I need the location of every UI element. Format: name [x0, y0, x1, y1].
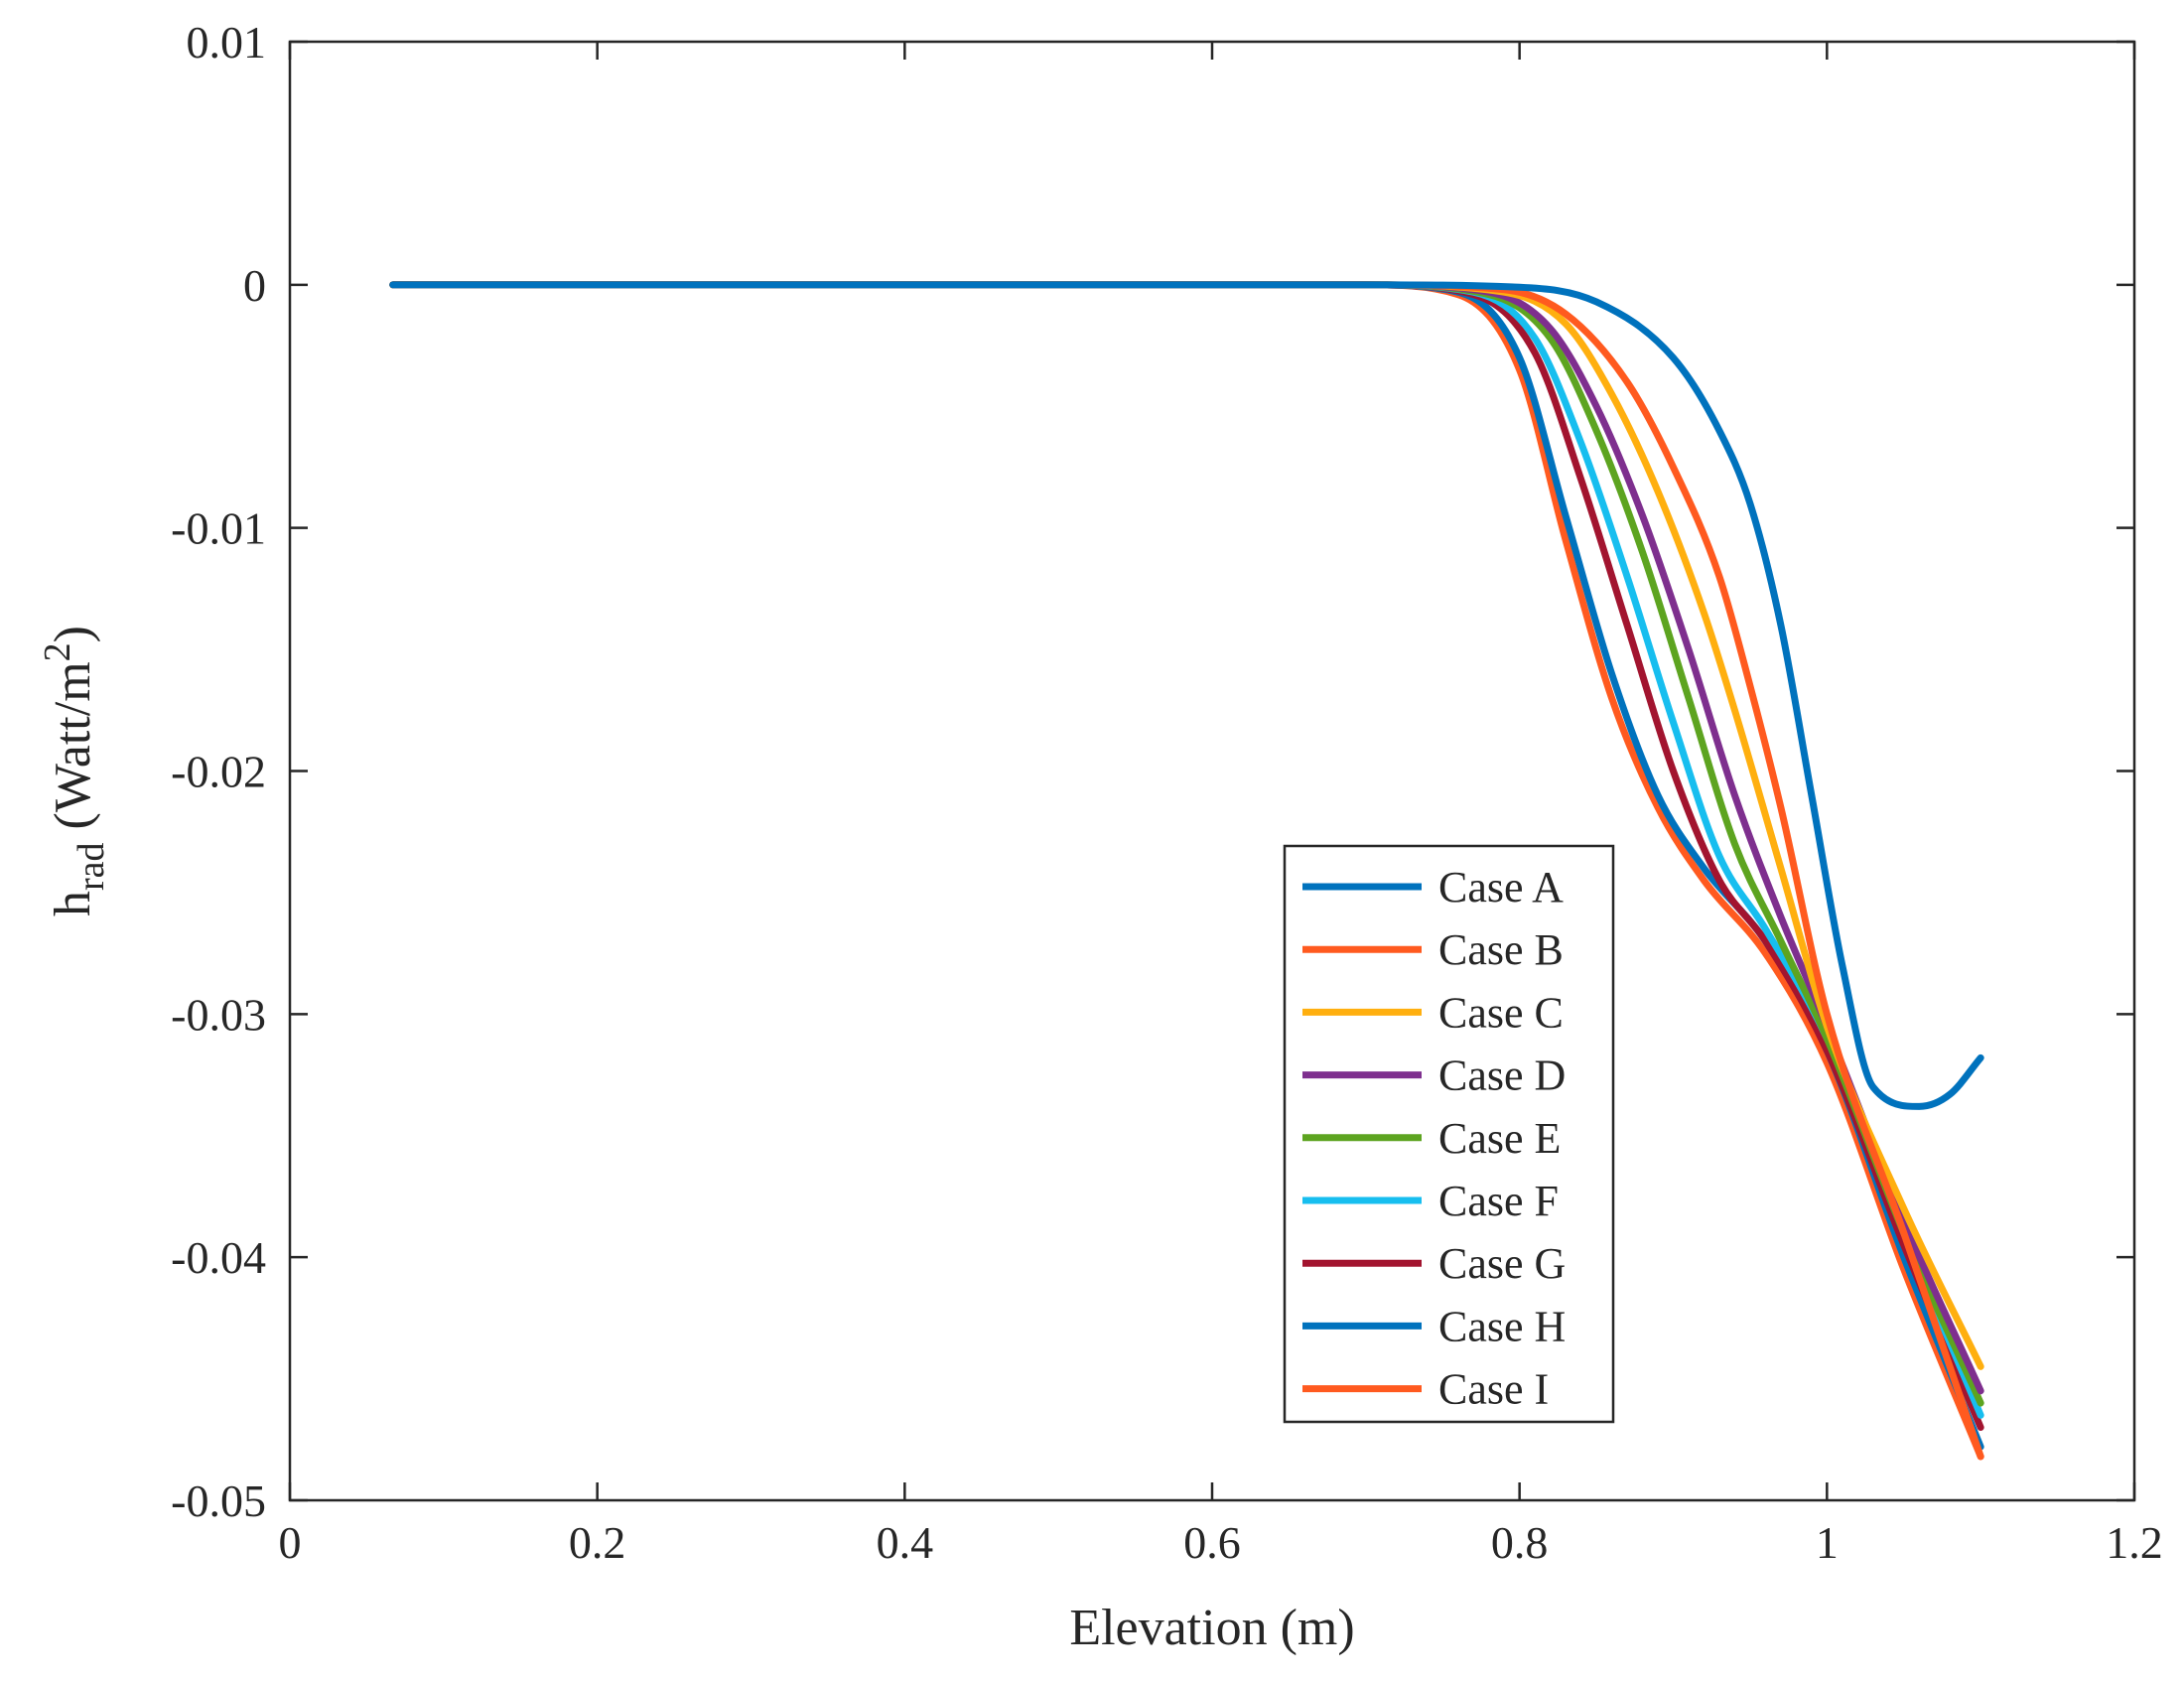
legend-label-case-a: Case A: [1438, 863, 1564, 912]
axis-ticks: 0 0.2 0.4 0.6 0.8 1 1.2 0.01 0 -0.01 -0.02 -0.03 -0.…: [171, 17, 2163, 1568]
y-axis-title-subscript: rad: [70, 842, 112, 891]
y-axis-title-superscript: 2: [37, 642, 78, 661]
legend-label-case-i: Case I: [1438, 1365, 1549, 1414]
legend: Case A Case B Case C Case D Case E Case F Case…: [1283, 844, 1615, 1424]
legend-label-case-c: Case C: [1438, 988, 1564, 1037]
legend-label-case-f: Case F: [1438, 1177, 1559, 1225]
x-tick-label: 0.6: [1183, 1517, 1241, 1568]
y-axis-title-main: h: [45, 891, 101, 916]
legend-label-case-d: Case D: [1438, 1052, 1566, 1100]
y-tick-label: -0.04: [171, 1232, 266, 1283]
y-axis-title-units: (Watt/m: [45, 661, 101, 842]
x-tick-label: 0.2: [569, 1517, 626, 1568]
x-axis-title: Elevation (m): [1069, 1600, 1354, 1656]
legend-label-case-e: Case E: [1438, 1114, 1561, 1163]
y-tick-label: 0.01: [187, 17, 267, 68]
legend-label-case-g: Case G: [1438, 1239, 1566, 1288]
y-axis-title-close: ): [45, 626, 101, 642]
y-axis-title: hrad (Watt/m2): [37, 626, 112, 916]
series-lines: [389, 281, 1984, 1461]
y-tick-label: -0.05: [171, 1475, 266, 1526]
y-tick-label: -0.03: [171, 989, 266, 1040]
series-line-case-a: [389, 281, 1984, 1110]
legend-label-case-b: Case B: [1438, 925, 1564, 974]
legend-label-case-h: Case H: [1438, 1302, 1566, 1350]
x-tick-label: 0.8: [1491, 1517, 1549, 1568]
x-tick-label: 0: [279, 1517, 302, 1568]
x-tick-label: 0.4: [877, 1517, 934, 1568]
x-tick-label: 1: [1816, 1517, 1839, 1568]
x-tick-label: 1.2: [2106, 1517, 2163, 1568]
y-tick-label: -0.01: [171, 503, 266, 554]
y-tick-label: -0.02: [171, 747, 266, 797]
y-tick-label: 0: [243, 260, 266, 311]
